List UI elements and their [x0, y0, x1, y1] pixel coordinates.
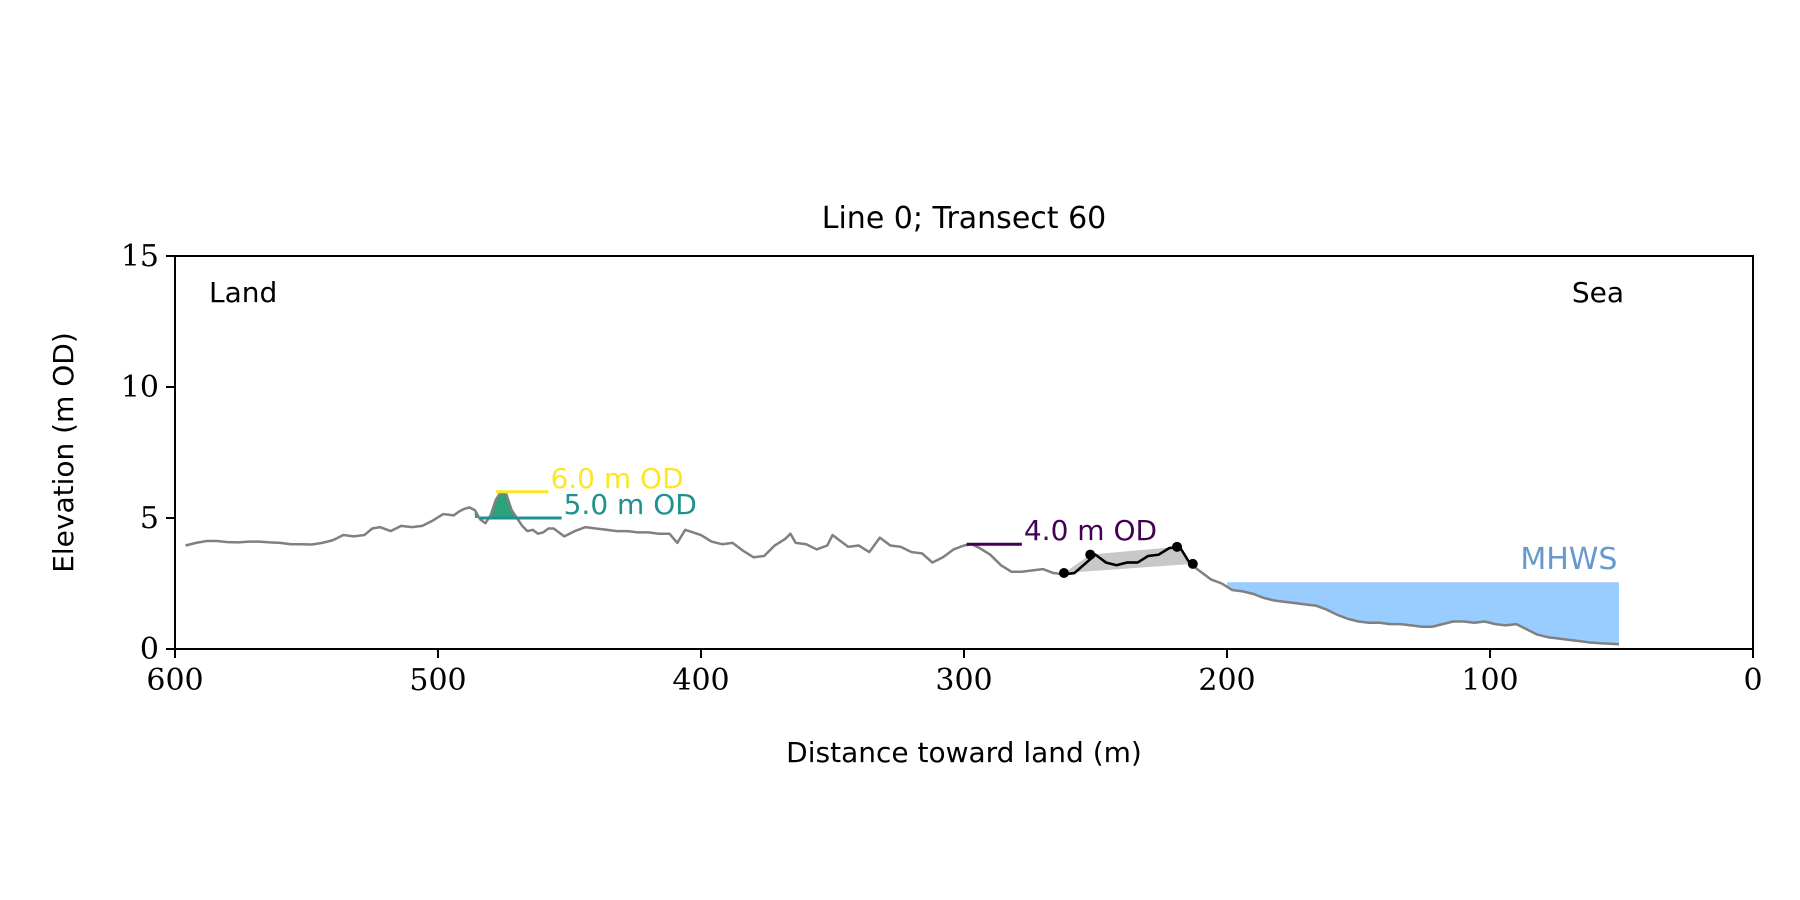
- od-level-label-1: 5.0 m OD: [564, 488, 697, 521]
- sea-label: Sea: [1572, 276, 1624, 309]
- dune-point-3: [1187, 558, 1198, 569]
- dune-fill: [1063, 546, 1193, 574]
- od-level-label-2: 4.0 m OD: [1024, 514, 1157, 547]
- y-axis-label: Elevation (m OD): [47, 332, 80, 573]
- x-tick-label-3: 300: [935, 663, 992, 698]
- point-layer: [1058, 541, 1198, 579]
- y-tick-label-2: 10: [121, 370, 159, 405]
- x-tick-label-1: 500: [409, 663, 466, 698]
- land-label: Land: [209, 276, 277, 309]
- x-axis-label: Distance toward land (m): [786, 736, 1142, 769]
- sea-fill: [1227, 582, 1619, 645]
- mhws-label: MHWS: [1520, 542, 1617, 577]
- x-tick-label-0: 600: [146, 663, 203, 698]
- profile-line: [185, 490, 1619, 646]
- x-tick-label-5: 100: [1461, 663, 1518, 698]
- x-tick-label-6: 0: [1743, 663, 1762, 698]
- dune-point-0: [1058, 568, 1069, 579]
- y-tick-label-3: 15: [121, 239, 159, 274]
- x-tick-label-2: 400: [672, 663, 729, 698]
- x-tick-label-4: 200: [1198, 663, 1255, 698]
- dune-point-1: [1085, 549, 1096, 560]
- chart-title: Line 0; Transect 60: [822, 201, 1107, 236]
- line-layer: [185, 490, 1619, 646]
- text-layer: Line 0; Transect 60 Distance toward land…: [47, 201, 1624, 769]
- y-tick-label-1: 5: [140, 501, 159, 536]
- dune-section-line: [1063, 545, 1192, 576]
- dune-point-2: [1172, 541, 1183, 552]
- y-tick-label-0: 0: [140, 632, 159, 667]
- od-level-label-0: 6.0 m OD: [550, 462, 683, 495]
